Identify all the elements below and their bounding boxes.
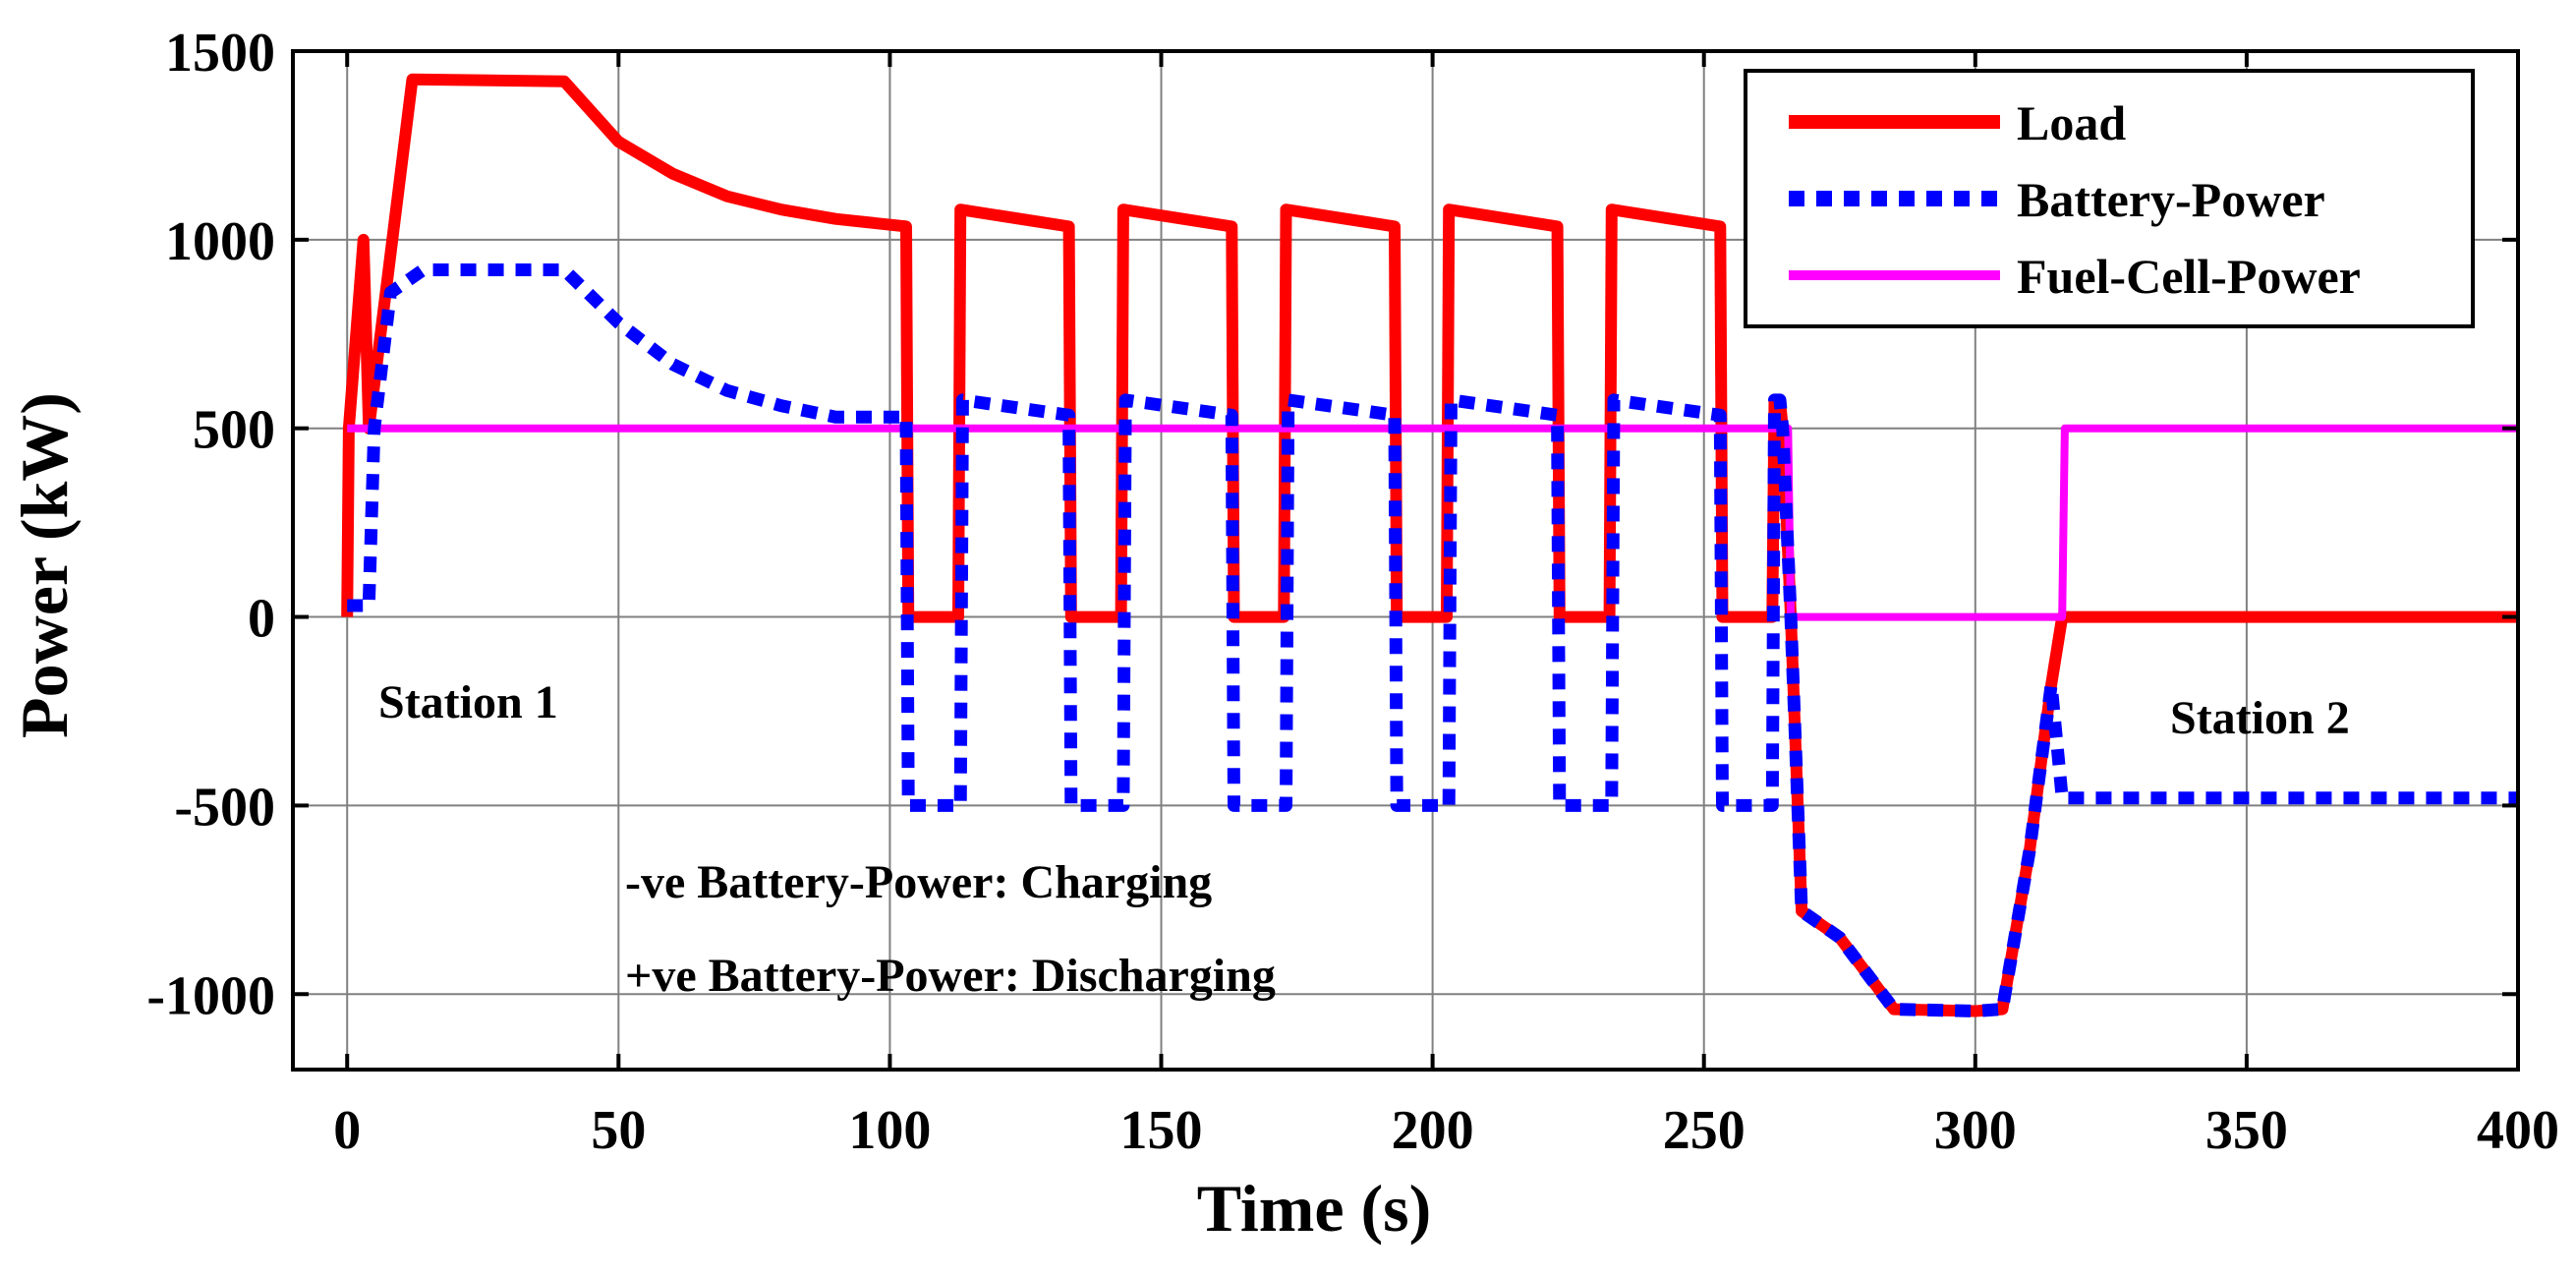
annotation-discharging: +ve Battery-Power: Discharging <box>625 950 1276 1002</box>
y-tick-label: 0 <box>248 589 275 650</box>
annotation-station-2: Station 2 <box>2170 692 2350 744</box>
y-axis-label: Power (kW) <box>7 392 82 738</box>
legend-label-fuel-cell: Fuel-Cell-Power <box>2017 249 2361 304</box>
x-tick-label: 200 <box>1392 1100 1474 1161</box>
legend-box <box>1744 69 2475 328</box>
legend-label-load: Load <box>2017 95 2126 150</box>
y-tick-label: -500 <box>174 777 275 838</box>
x-tick-label: 400 <box>2477 1100 2559 1161</box>
y-tick-label: 1000 <box>165 211 275 272</box>
x-tick-label: 0 <box>333 1100 361 1161</box>
annotation-station-1: Station 1 <box>378 676 558 728</box>
x-tick-label: 300 <box>1934 1100 2017 1161</box>
y-axis-ticks: -1000 -500 0 500 1000 1500 <box>146 23 2518 1026</box>
y-tick-label: 500 <box>193 400 275 461</box>
plot-frame <box>291 49 2520 1072</box>
annotation-charging: -ve Battery-Power: Charging <box>625 856 1212 908</box>
legend: Load Battery-Power Fuel-Cell-Power <box>1744 69 2475 328</box>
x-tick-label: 250 <box>1663 1100 1746 1161</box>
x-axis-ticks: 0 50 100 150 200 250 300 350 400 <box>333 51 2559 1161</box>
series-line-fuel-cell-power <box>347 424 2518 621</box>
y-tick-label: -1000 <box>146 965 275 1026</box>
series-group <box>341 73 2518 1017</box>
legend-label-battery: Battery-Power <box>2017 172 2325 227</box>
x-axis-label: Time (s) <box>1197 1171 1432 1246</box>
y-tick-label: 1500 <box>165 23 275 84</box>
series-line-battery-power <box>347 263 2518 1017</box>
x-tick-label: 50 <box>591 1100 646 1161</box>
x-tick-label: 350 <box>2205 1100 2288 1161</box>
x-tick-label: 100 <box>848 1100 931 1161</box>
x-tick-label: 150 <box>1120 1100 1203 1161</box>
